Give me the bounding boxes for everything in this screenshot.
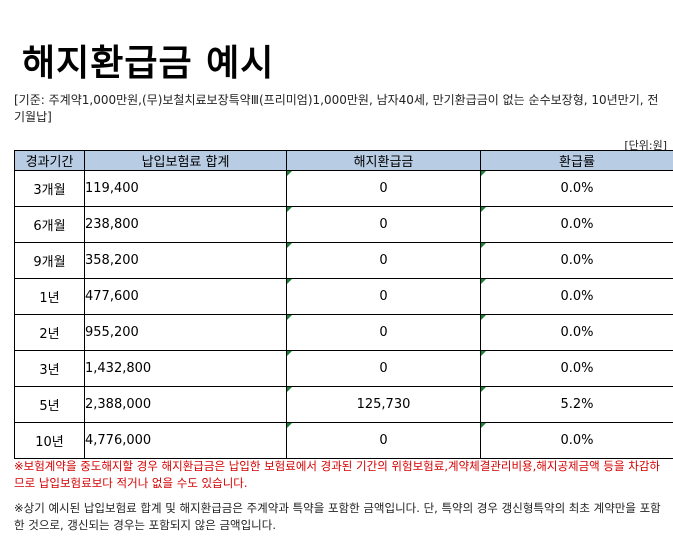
- cell-paid: 358,200: [84, 242, 287, 279]
- cell-refund: 0: [286, 314, 481, 351]
- cell-period: 6개월: [14, 206, 85, 243]
- cell-refund: 0: [286, 170, 481, 207]
- cell-period: 5년: [14, 386, 85, 423]
- page-title: 해지환급금 예시: [22, 43, 275, 84]
- termination-note: ※보험계약을 중도해지할 경우 해지환급금은 납입한 보험료에서 경과된 기간의…: [14, 459, 660, 490]
- cell-paid: 1,432,800: [84, 350, 287, 387]
- cell-paid: 2,388,000: [84, 386, 287, 423]
- cell-paid: 4,776,000: [84, 422, 287, 459]
- cell-period: 3년: [14, 350, 85, 387]
- header-refund: 해지환급금: [286, 150, 481, 171]
- cell-period: 10년: [14, 422, 85, 459]
- cell-refund: 125,730: [286, 386, 481, 423]
- cell-refund: 0: [286, 242, 481, 279]
- table-row: 3년 1,432,800 0 0.0%: [14, 350, 673, 387]
- cell-refund: 0: [286, 206, 481, 243]
- cell-period: 9개월: [14, 242, 85, 279]
- cell-refund: 0: [286, 350, 481, 387]
- cell-rate: 0.0%: [480, 206, 673, 243]
- cell-refund: 0: [286, 278, 481, 315]
- table-row: 6개월 238,800 0 0.0%: [14, 206, 673, 243]
- cell-rate: 0.0%: [480, 350, 673, 387]
- refund-table: 경과기간 납입보험료 합계 해지환급금 환급률 3개월 119,400 0 0.…: [14, 150, 673, 459]
- header-period: 경과기간: [14, 150, 85, 171]
- cell-rate: 0.0%: [480, 242, 673, 279]
- cell-refund: 0: [286, 422, 481, 459]
- table-row: 3개월 119,400 0 0.0%: [14, 170, 673, 207]
- table-row: 2년 955,200 0 0.0%: [14, 314, 673, 351]
- header-paid-total: 납입보험료 합계: [84, 150, 287, 171]
- cell-period: 2년: [14, 314, 85, 351]
- cell-rate: 0.0%: [480, 314, 673, 351]
- cell-rate: 5.2%: [480, 386, 673, 423]
- cell-period: 3개월: [14, 170, 85, 207]
- cell-paid: 119,400: [84, 170, 287, 207]
- table-row: 5년 2,388,000 125,730 5.2%: [14, 386, 673, 423]
- cell-rate: 0.0%: [480, 170, 673, 207]
- premium-note: ※상기 예시된 납입보험료 합계 및 해지환급금은 주계약과 특약을 포함한 금…: [14, 501, 661, 532]
- header-rate: 환급률: [480, 150, 673, 171]
- cell-rate: 0.0%: [480, 422, 673, 459]
- table-row: 10년 4,776,000 0 0.0%: [14, 422, 673, 459]
- table-row: 9개월 358,200 0 0.0%: [14, 242, 673, 279]
- table-header-row: 경과기간 납입보험료 합계 해지환급금 환급률: [14, 150, 673, 171]
- cell-paid: 955,200: [84, 314, 287, 351]
- criteria-text: [기준: 주계약1,000만원,(무)보철치료보장특약Ⅲ(프리미엄)1,000만…: [14, 93, 659, 124]
- cell-paid: 238,800: [84, 206, 287, 243]
- table-row: 1년 477,600 0 0.0%: [14, 278, 673, 315]
- cell-period: 1년: [14, 278, 85, 315]
- cell-rate: 0.0%: [480, 278, 673, 315]
- cell-paid: 477,600: [84, 278, 287, 315]
- unit-label: [단위:원]: [624, 139, 667, 152]
